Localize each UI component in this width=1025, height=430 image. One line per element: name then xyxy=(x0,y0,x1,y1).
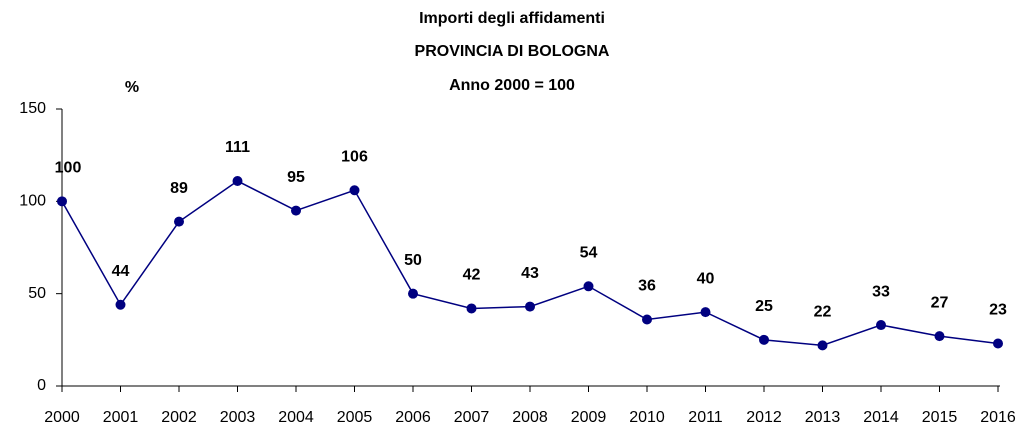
y-tick-label: 150 xyxy=(19,100,46,117)
x-tick-label: 2011 xyxy=(688,409,723,426)
x-tick-label: 2014 xyxy=(863,409,899,426)
y-tick-label: 0 xyxy=(37,377,46,394)
marker xyxy=(876,320,886,331)
x-tick-label: 2004 xyxy=(278,409,314,426)
x-tick-label: 2013 xyxy=(805,409,841,426)
chart-subtitle: PROVINCIA DI BOLOGNA xyxy=(415,43,610,60)
marker xyxy=(232,176,243,187)
x-tick-label: 2000 xyxy=(44,409,80,426)
data-label: 54 xyxy=(580,244,598,261)
y-tick-label: 50 xyxy=(28,285,46,302)
data-label: 95 xyxy=(287,169,305,186)
data-label: 111 xyxy=(225,139,250,156)
x-tick-label: 2002 xyxy=(161,409,197,426)
data-label: 25 xyxy=(755,298,773,315)
marker xyxy=(993,338,1003,349)
x-tick-label: 2016 xyxy=(980,409,1016,426)
marker xyxy=(934,331,945,342)
chart-subtitle: Anno 2000 = 100 xyxy=(449,77,575,94)
data-label: 27 xyxy=(931,294,949,311)
y-tick-label: 100 xyxy=(19,193,46,210)
x-tick-label: 2015 xyxy=(922,409,958,426)
chart-title: Importi degli affidamenti xyxy=(419,10,605,27)
x-tick-label: 2007 xyxy=(454,409,490,426)
x-tick-label: 2005 xyxy=(337,409,373,426)
marker xyxy=(466,303,477,314)
data-label: 100 xyxy=(55,160,82,177)
line xyxy=(61,180,999,347)
marker xyxy=(57,196,67,207)
data-label: 40 xyxy=(697,270,715,287)
data-label: 42 xyxy=(463,267,481,284)
marker xyxy=(817,340,828,351)
data-label: 44 xyxy=(112,263,130,280)
marker xyxy=(408,288,418,299)
marker xyxy=(642,314,652,325)
data-label: 23 xyxy=(989,302,1007,319)
data-label: 36 xyxy=(638,278,656,295)
x-tick-label: 2009 xyxy=(571,409,607,426)
data-label: 106 xyxy=(341,148,368,165)
x-tick-label: 2001 xyxy=(103,409,139,426)
marker xyxy=(583,281,594,292)
data-label: 22 xyxy=(814,304,832,321)
x-tick-label: 2008 xyxy=(512,409,548,426)
data-label: 50 xyxy=(404,252,422,269)
x-tick-label: 2003 xyxy=(220,409,256,426)
marker xyxy=(525,301,535,312)
marker xyxy=(174,216,184,227)
marker xyxy=(115,299,126,310)
x-tick-label: 2006 xyxy=(395,409,431,426)
data-label: 89 xyxy=(170,180,188,197)
data-label: 43 xyxy=(521,265,539,282)
y-axis-label: % xyxy=(125,79,139,96)
marker xyxy=(291,205,301,216)
x-tick-label: 2012 xyxy=(746,409,782,426)
marker xyxy=(759,334,769,345)
marker xyxy=(700,307,711,318)
x-tick-label: 2010 xyxy=(629,409,665,426)
data-label: 33 xyxy=(872,283,890,300)
marker xyxy=(349,185,360,196)
